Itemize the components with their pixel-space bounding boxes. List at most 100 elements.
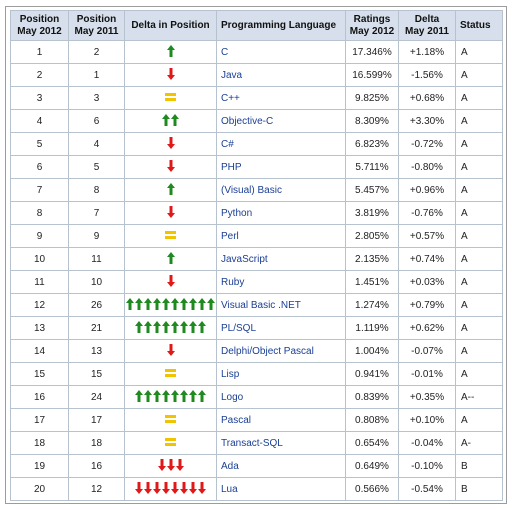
- language-link[interactable]: Ruby: [216, 270, 346, 294]
- arrow-up-icon: [162, 113, 170, 126]
- position-2011-cell: 13: [68, 339, 125, 363]
- language-link[interactable]: Python: [216, 201, 346, 225]
- arrow-down-icon: [162, 481, 170, 494]
- position-2012-cell: 2: [10, 63, 69, 87]
- language-link[interactable]: Lua: [216, 477, 346, 501]
- rating-cell: 9.825%: [345, 86, 399, 110]
- language-link[interactable]: Pascal: [216, 408, 346, 432]
- delta-cell: -1.56%: [398, 63, 456, 87]
- rating-cell: 0.649%: [345, 454, 399, 478]
- status-cell: A--: [455, 385, 503, 409]
- trend-cell: [124, 40, 217, 64]
- table-row: 15 15 Lisp 0.941% -0.01% A: [10, 362, 503, 386]
- rating-cell: 17.346%: [345, 40, 399, 64]
- ranking-table: Position May 2012 Position May 2011 Delta …: [10, 10, 503, 501]
- status-cell: A: [455, 132, 503, 156]
- arrow-up-icon: [166, 182, 175, 195]
- language-link[interactable]: C#: [216, 132, 346, 156]
- position-2012-cell: 10: [10, 247, 69, 271]
- position-2011-cell: 24: [68, 385, 125, 409]
- language-link[interactable]: Delphi/Object Pascal: [216, 339, 346, 363]
- header-delta: Delta May 2011: [398, 10, 456, 41]
- delta-cell: +1.18%: [398, 40, 456, 64]
- trend-cell: [124, 86, 217, 110]
- header-status: Status: [455, 10, 503, 41]
- arrow-up-icon: [162, 389, 170, 402]
- trend-indicator: [135, 320, 206, 333]
- arrow-up-icon: [198, 320, 206, 333]
- header-position-2012: Position May 2012: [10, 10, 69, 41]
- status-cell: A: [455, 362, 503, 386]
- arrow-up-icon: [144, 389, 152, 402]
- arrow-up-icon: [180, 320, 188, 333]
- rating-cell: 2.135%: [345, 247, 399, 271]
- rating-cell: 1.119%: [345, 316, 399, 340]
- delta-cell: +0.68%: [398, 86, 456, 110]
- trend-indicator: [157, 458, 184, 471]
- language-link[interactable]: JavaScript: [216, 247, 346, 271]
- position-2011-cell: 10: [68, 270, 125, 294]
- language-link[interactable]: C++: [216, 86, 346, 110]
- position-2012-cell: 3: [10, 86, 69, 110]
- trend-cell: [124, 408, 217, 432]
- delta-cell: +0.62%: [398, 316, 456, 340]
- arrow-up-icon: [171, 113, 179, 126]
- arrow-up-icon: [135, 389, 143, 402]
- arrow-up-icon: [180, 389, 188, 402]
- rating-cell: 8.309%: [345, 109, 399, 133]
- table-row: 12 26 Visual Basic .NET 1.274% +0.79% A: [10, 293, 503, 317]
- rating-cell: 5.457%: [345, 178, 399, 202]
- delta-cell: +0.10%: [398, 408, 456, 432]
- position-2012-cell: 15: [10, 362, 69, 386]
- table-row: 18 18 Transact-SQL 0.654% -0.04% A-: [10, 431, 503, 455]
- rating-cell: 2.805%: [345, 224, 399, 248]
- language-link[interactable]: Visual Basic .NET: [216, 293, 346, 317]
- position-2012-cell: 20: [10, 477, 69, 501]
- trend-indicator: [162, 113, 179, 126]
- table-row: 20 12 Lua 0.566% -0.54% B: [10, 477, 503, 501]
- delta-cell: +0.79%: [398, 293, 456, 317]
- header-position-2011: Position May 2011: [68, 10, 125, 41]
- position-2011-cell: 15: [68, 362, 125, 386]
- arrow-down-icon: [198, 481, 206, 494]
- arrow-up-icon: [153, 389, 161, 402]
- arrow-up-icon: [171, 297, 179, 310]
- rating-cell: 16.599%: [345, 63, 399, 87]
- language-link[interactable]: PHP: [216, 155, 346, 179]
- trend-indicator: [165, 437, 176, 446]
- header-ratings: Ratings May 2012: [345, 10, 399, 41]
- language-link[interactable]: Logo: [216, 385, 346, 409]
- language-link[interactable]: C: [216, 40, 346, 64]
- position-2011-cell: 17: [68, 408, 125, 432]
- position-2012-cell: 9: [10, 224, 69, 248]
- position-2012-cell: 17: [10, 408, 69, 432]
- position-2012-cell: 11: [10, 270, 69, 294]
- table-row: 2 1 Java 16.599% -1.56% A: [10, 63, 503, 87]
- language-link[interactable]: Lisp: [216, 362, 346, 386]
- language-link[interactable]: Ada: [216, 454, 346, 478]
- language-link[interactable]: Perl: [216, 224, 346, 248]
- trend-indicator: [166, 251, 175, 264]
- rating-cell: 5.711%: [345, 155, 399, 179]
- language-link[interactable]: (Visual) Basic: [216, 178, 346, 202]
- status-cell: A: [455, 201, 503, 225]
- trend-cell: [124, 155, 217, 179]
- table-row: 10 11 JavaScript 2.135% +0.74% A: [10, 247, 503, 271]
- delta-cell: +0.57%: [398, 224, 456, 248]
- trend-indicator: [166, 159, 175, 172]
- trend-cell: [124, 293, 217, 317]
- language-link[interactable]: Java: [216, 63, 346, 87]
- arrow-up-icon: [153, 297, 161, 310]
- arrow-down-icon: [166, 67, 175, 80]
- arrow-up-icon: [171, 320, 179, 333]
- language-link[interactable]: Objective-C: [216, 109, 346, 133]
- arrow-up-icon: [171, 389, 179, 402]
- status-cell: A: [455, 178, 503, 202]
- rating-cell: 0.808%: [345, 408, 399, 432]
- language-link[interactable]: Transact-SQL: [216, 431, 346, 455]
- position-2011-cell: 16: [68, 454, 125, 478]
- ranking-rows: 1 2 C 17.346% +1.18% A 2 1 Java 16.599% -1.56% A 3 3 C…: [10, 40, 503, 501]
- trend-indicator: [126, 297, 215, 310]
- delta-cell: -0.54%: [398, 477, 456, 501]
- language-link[interactable]: PL/SQL: [216, 316, 346, 340]
